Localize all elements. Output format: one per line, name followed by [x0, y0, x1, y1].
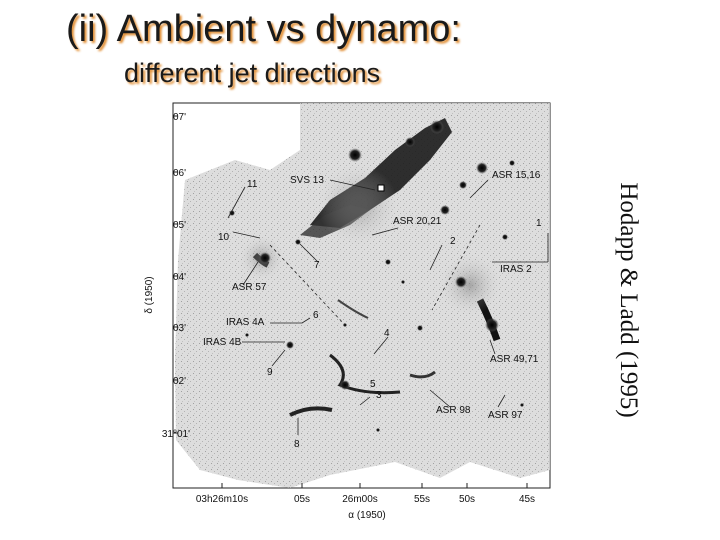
jet-streak: [289, 406, 333, 417]
star: [295, 239, 301, 245]
slide-title: (ii) Ambient vs dynamo:: [66, 8, 461, 50]
y-tick: 05': [173, 220, 186, 231]
y-tick: 31°01': [162, 429, 190, 440]
star: [286, 341, 294, 349]
label-7: 7: [314, 260, 320, 271]
star: [385, 259, 391, 265]
jet-axis-dashed: [269, 244, 346, 326]
label-iras2: IRAS 2: [500, 264, 532, 275]
x-tick: 05s: [294, 494, 310, 505]
star: [417, 325, 423, 331]
x-axis-label: α (1950): [348, 510, 385, 521]
annotation-leaders: [227, 179, 549, 435]
x-tick-marks: [221, 483, 528, 488]
label-9: 9: [267, 367, 273, 378]
label-8: 8: [294, 439, 300, 450]
svs13-marker: [377, 184, 385, 192]
label-5: 5: [370, 379, 376, 390]
label-svs13: SVS 13: [290, 175, 324, 186]
label-asr-98: ASR 98: [436, 405, 471, 416]
y-tick-marks: [173, 115, 178, 434]
star: [348, 148, 362, 162]
label-3: 3: [376, 390, 382, 401]
star: [440, 205, 450, 215]
label-asr-97: ASR 97: [488, 410, 523, 421]
x-tick: 45s: [519, 494, 535, 505]
star: [459, 181, 467, 189]
slide-subtitle: different jet directions: [124, 58, 381, 88]
noise-field: [175, 103, 550, 488]
y-tick: 03': [173, 323, 186, 334]
label-asr-15-16: ASR 15,16: [492, 170, 541, 181]
jet-axis-dashed: [431, 224, 481, 311]
star: [340, 380, 350, 390]
label-10: 10: [218, 232, 230, 243]
label-asr-57: ASR 57: [232, 282, 267, 293]
jet-streak: [409, 370, 436, 379]
star: [405, 137, 415, 147]
label-asr-49-71: ASR 49,71: [490, 354, 539, 365]
halo: [318, 165, 398, 245]
star: [245, 333, 249, 337]
label-11: 11: [247, 179, 258, 190]
label-iras4a: IRAS 4A: [226, 317, 265, 328]
x-tick: 26m00s: [342, 494, 378, 505]
x-tick: 55s: [414, 494, 430, 505]
y-tick: 06': [173, 168, 186, 179]
label-6: 6: [313, 310, 319, 321]
label-1: 1: [536, 218, 542, 229]
y-tick: 07': [173, 112, 186, 123]
star: [502, 234, 508, 240]
label-4: 4: [384, 328, 390, 339]
star: [509, 160, 515, 166]
star: [229, 210, 235, 216]
star: [430, 120, 444, 134]
star-field: [229, 120, 524, 432]
star: [376, 428, 380, 432]
star: [455, 276, 467, 288]
label-iras4b: IRAS 4B: [203, 337, 242, 348]
star: [401, 280, 405, 284]
label-2: 2: [450, 236, 456, 247]
star: [485, 318, 499, 332]
y-tick: 04': [173, 272, 186, 283]
x-tick: 50s: [459, 494, 475, 505]
halo: [440, 255, 500, 315]
label-asr-20-21: ASR 20,21: [393, 216, 442, 227]
star: [259, 252, 271, 264]
star: [520, 403, 524, 407]
y-tick: 02': [173, 376, 186, 387]
x-tick: 03h26m10s: [196, 494, 248, 505]
jet-streak: [337, 299, 369, 319]
star: [476, 162, 488, 174]
blank-region: [175, 105, 298, 200]
y-axis-label: δ (1950): [144, 276, 155, 313]
